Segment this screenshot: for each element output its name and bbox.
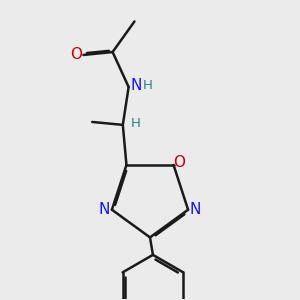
Text: N: N	[130, 78, 142, 93]
Text: H: H	[131, 117, 141, 130]
Text: O: O	[70, 47, 82, 62]
Text: H: H	[142, 79, 152, 92]
Text: N: N	[190, 202, 201, 217]
Text: N: N	[99, 202, 110, 217]
Text: O: O	[173, 154, 185, 169]
